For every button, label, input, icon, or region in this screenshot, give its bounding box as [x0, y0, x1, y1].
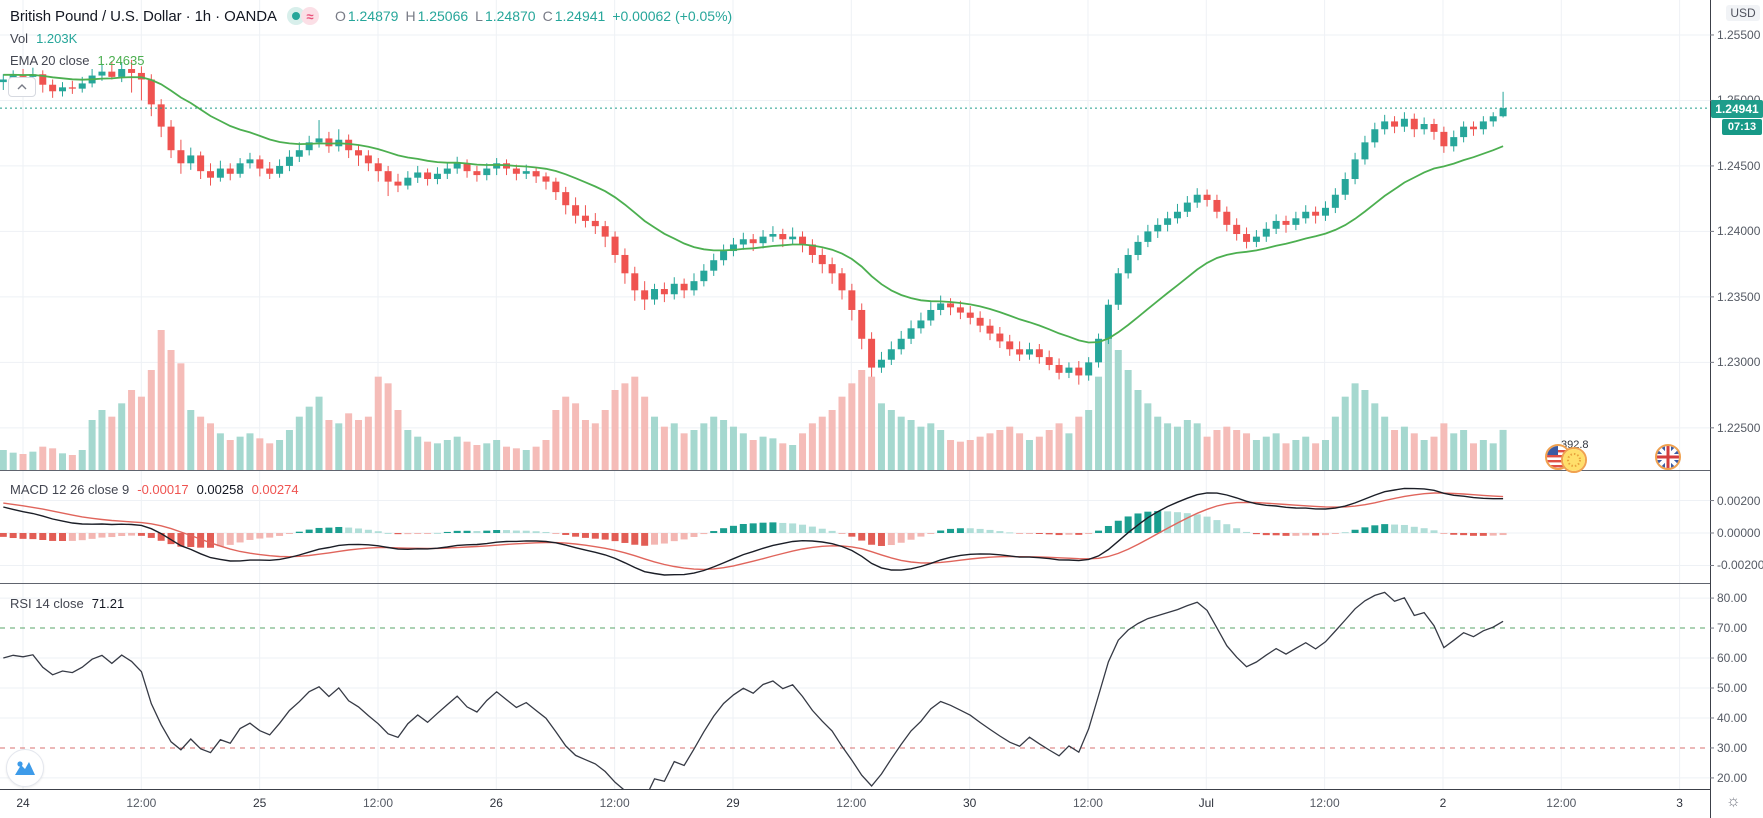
- time-tick-label: 12:00: [836, 796, 867, 810]
- gb-flag-icon[interactable]: [1655, 444, 1681, 470]
- delayed-data-icon: ≈: [300, 7, 319, 25]
- low-label: L: [475, 8, 483, 24]
- high-label: H: [405, 8, 416, 24]
- rsi-legend[interactable]: RSI 14 close 71.21: [10, 596, 124, 611]
- price-tick-label: 1.24500: [1717, 158, 1761, 173]
- ohlc-readout: O 1.24879 H 1.25066 L 1.24870 C 1.24941 +0.0…: [335, 8, 732, 24]
- volume-label: Vol: [10, 31, 29, 46]
- macd-label: MACD 12 26 close 9: [10, 482, 130, 497]
- symbol-legend-row: British Pound / U.S. Dollar · 1h · OANDA…: [10, 7, 732, 25]
- volume-legend[interactable]: Vol 1.203K: [10, 31, 77, 46]
- time-tick-label: 26: [489, 796, 503, 810]
- ema-legend[interactable]: EMA 20 close 1.24635: [10, 53, 145, 68]
- event-value: 392.8: [1561, 439, 1589, 451]
- time-tick-label: 12:00: [1072, 796, 1103, 810]
- time-tick-label: 12:00: [126, 796, 157, 810]
- time-tick-label: 3: [1676, 796, 1683, 810]
- open-label: O: [334, 8, 346, 24]
- time-tick-label: 12:00: [362, 796, 393, 810]
- chevron-up-icon: [17, 84, 27, 90]
- price-tick-label: 1.22500: [1717, 420, 1761, 435]
- time-tick-label: Jul: [1198, 796, 1214, 810]
- time-tick-label: 2: [1439, 796, 1447, 810]
- time-tick-label: 24: [16, 796, 30, 810]
- macd-legend[interactable]: MACD 12 26 close 9 -0.00017 0.00258 0.00…: [10, 482, 299, 497]
- low-value: 1.24870: [484, 8, 536, 24]
- volume-value: 1.203K: [36, 31, 78, 46]
- time-tick-label: 30: [962, 796, 977, 810]
- time-tick-label: 25: [252, 796, 267, 810]
- last-price-badge: 1.24941: [1711, 100, 1763, 119]
- rsi-tick-label: 60.00: [1717, 651, 1748, 666]
- tradingview-logo-button[interactable]: [6, 749, 44, 787]
- macd-line-value: 0.00258: [196, 482, 244, 497]
- macd-tick-label: 0.00200: [1717, 493, 1761, 508]
- price-tick-label: 1.23500: [1717, 289, 1761, 304]
- rsi-tick-label: 50.00: [1717, 680, 1748, 695]
- price-tick-label: 1.23000: [1717, 355, 1761, 370]
- macd-tick-label: -0.00200: [1717, 558, 1763, 573]
- macd-tick-label: 0.00000: [1717, 526, 1761, 540]
- ema-value: 1.24635: [97, 53, 145, 68]
- market-status-icon: [286, 7, 305, 25]
- rsi-tick-label: 20.00: [1717, 770, 1748, 785]
- time-tick-label: 12:00: [1309, 796, 1340, 810]
- rsi-tick-label: 70.00: [1717, 621, 1748, 636]
- price-tick-label: 1.25500: [1717, 27, 1761, 42]
- pane-collapse-button[interactable]: [8, 77, 36, 97]
- symbol-title[interactable]: British Pound / U.S. Dollar · 1h · OANDA: [10, 7, 277, 25]
- macd-signal-value: 0.00274: [251, 482, 299, 497]
- price-tick-label: 1.24000: [1717, 224, 1761, 239]
- close-label: C: [542, 8, 553, 24]
- currency-badge: USD: [1726, 5, 1760, 21]
- time-tick-label: 12:00: [599, 796, 630, 810]
- ema-label: EMA 20 close: [10, 53, 90, 68]
- high-value: 1.25066: [417, 8, 469, 24]
- change-value: +0.00062 (+0.05%): [612, 8, 733, 24]
- rsi-tick-label: 30.00: [1717, 740, 1748, 755]
- time-tick-label: 29: [726, 796, 740, 810]
- open-value: 1.24879: [347, 8, 399, 24]
- bar-countdown-badge: 07:13: [1722, 119, 1762, 136]
- rsi-tick-label: 80.00: [1717, 591, 1748, 606]
- rsi-value: 71.21: [91, 596, 125, 611]
- rsi-tick-label: 40.00: [1717, 710, 1748, 725]
- rsi-label: RSI 14 close: [10, 596, 84, 611]
- macd-hist-value: -0.00017: [137, 482, 189, 497]
- mountains-logo-icon: [15, 761, 35, 775]
- event-markers[interactable]: [1538, 438, 1698, 476]
- time-axis-settings-icon[interactable]: ☼: [1726, 793, 1741, 810]
- status-pill: ≈: [286, 7, 319, 25]
- close-value: 1.24941: [554, 8, 606, 24]
- time-tick-label: 12:00: [1546, 796, 1577, 810]
- eu-flag-icon[interactable]: [1561, 447, 1587, 473]
